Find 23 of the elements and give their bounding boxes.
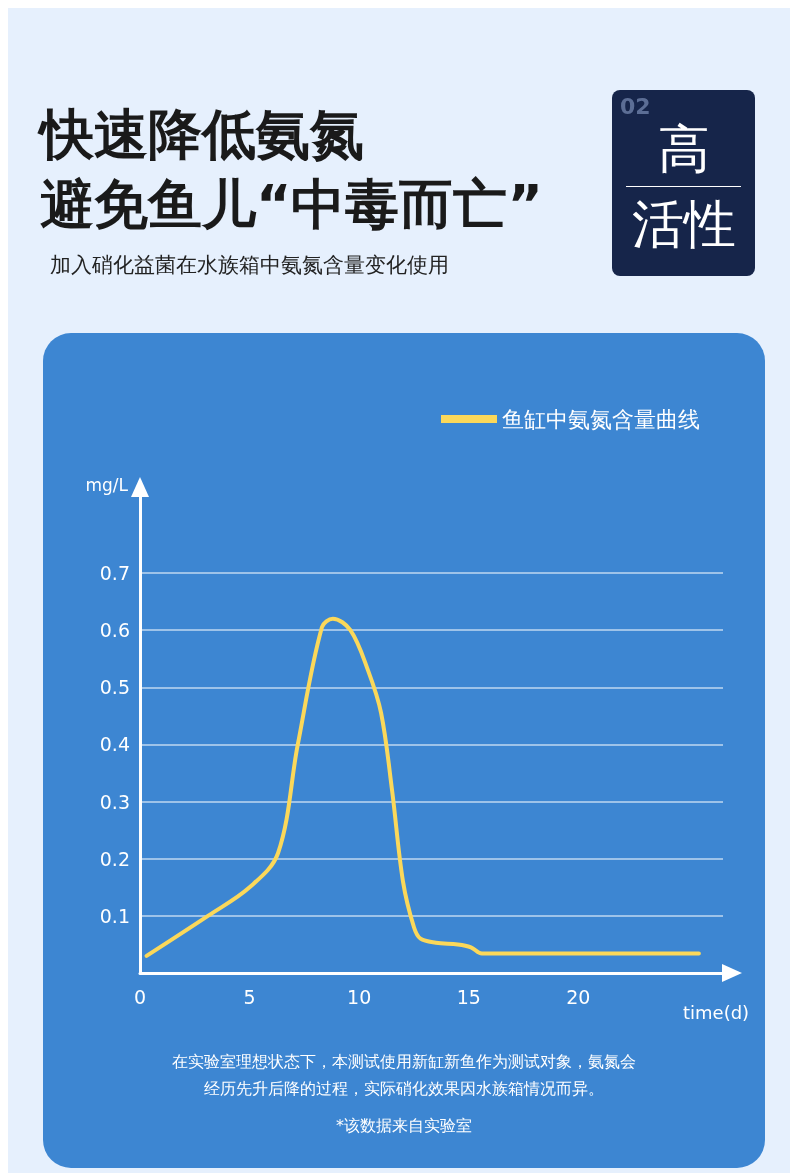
- x-tick-label: 0: [133, 985, 147, 1008]
- y-tick-label: 0.2: [99, 847, 130, 870]
- text: 高: [657, 119, 710, 179]
- text: 经历先升后降的过程，实际硝化效果因水族箱情况而异。: [203, 1078, 605, 1100]
- chart-subtitle: 加入硝化益菌在水族箱中氨氮含量变化使用: [50, 252, 449, 279]
- text: *该数据来自实验室: [335, 1116, 473, 1137]
- y-axis-title: mg/L: [85, 474, 129, 495]
- x-tick-label: 15: [456, 985, 481, 1008]
- legend-label: 鱼缸中氨氮含量曲线: [502, 406, 700, 432]
- line-series: [144, 616, 701, 958]
- y-tick-label: 0.5: [99, 676, 130, 699]
- text: 02: [620, 94, 651, 119]
- text: 活性: [626, 186, 741, 261]
- y-tick-label: 0.6: [99, 619, 130, 642]
- x-tick-label: 5: [243, 985, 256, 1008]
- text: 在实验室理想状态下，本测试使用新缸新鱼作为测试对象，氨氮会: [171, 1051, 637, 1073]
- x-axis-title: time(d): [683, 1001, 750, 1023]
- x-tick-label: 10: [347, 985, 372, 1008]
- y-tick-label: 0.3: [99, 790, 130, 813]
- y-tick-label: 0.1: [99, 904, 130, 927]
- y-tick-label: 0.4: [99, 733, 130, 756]
- x-tick-label: 20: [566, 985, 591, 1008]
- y-tick-label: 0.7: [99, 562, 130, 584]
